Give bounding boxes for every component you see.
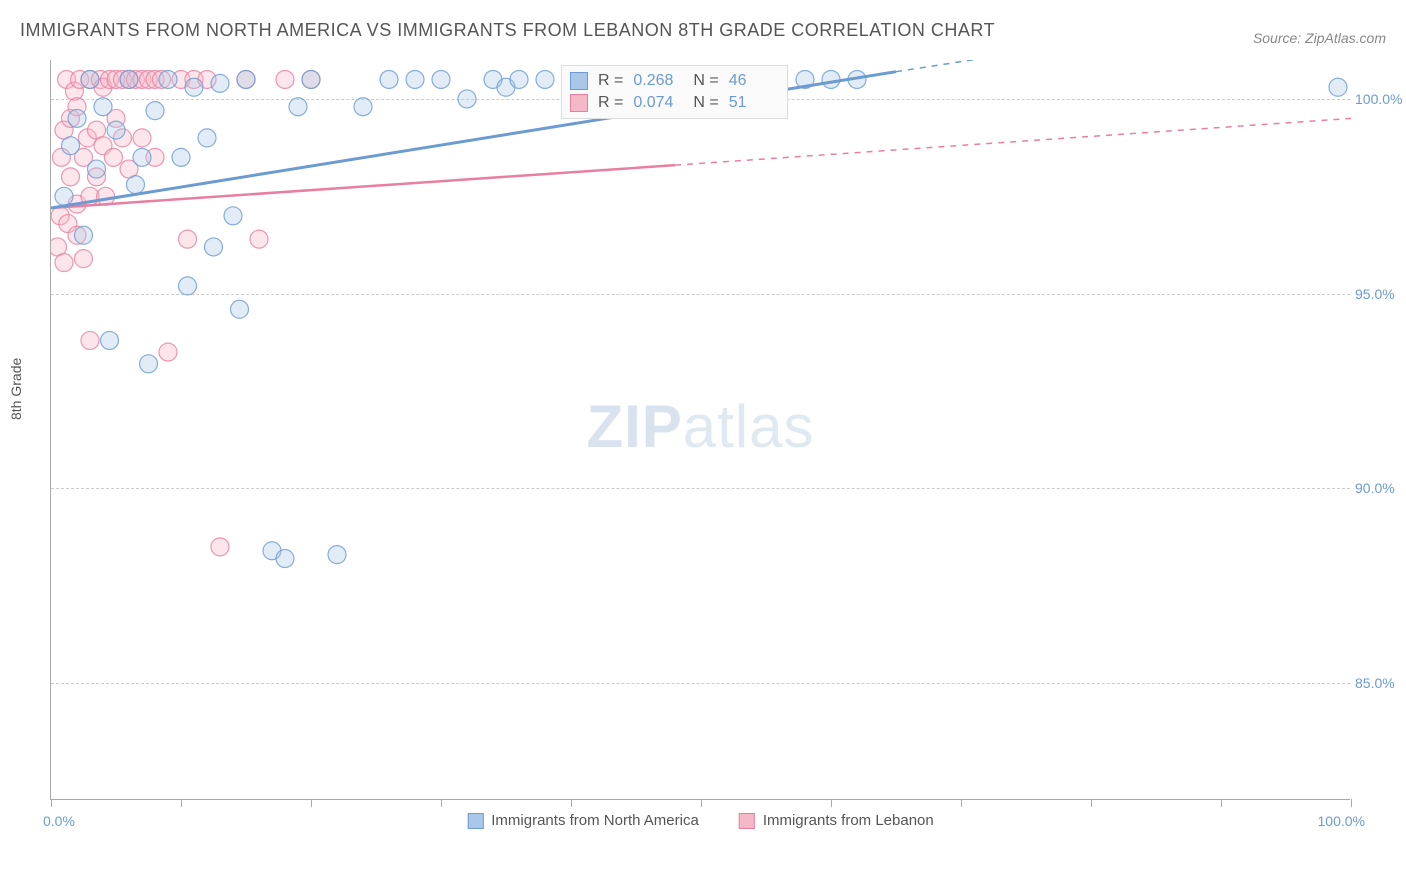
chart-title: IMMIGRANTS FROM NORTH AMERICA VS IMMIGRA… — [20, 20, 995, 41]
data-point — [172, 148, 190, 166]
data-point — [179, 230, 197, 248]
scatter-plot-svg — [51, 60, 1351, 800]
data-point — [133, 148, 151, 166]
x-axis-max-label: 100.0% — [1318, 813, 1365, 829]
n-value-2: 51 — [729, 94, 779, 112]
n-label-1: N = — [693, 72, 718, 90]
data-point — [224, 207, 242, 225]
trend-line-dashed — [896, 60, 1351, 72]
x-tick — [701, 799, 702, 807]
source-attribution: Source: ZipAtlas.com — [1253, 30, 1386, 46]
data-point — [185, 78, 203, 96]
x-axis-min-label: 0.0% — [43, 813, 75, 829]
legend: Immigrants from North America Immigrants… — [467, 812, 933, 829]
data-point — [107, 121, 125, 139]
data-point — [536, 70, 554, 88]
data-point — [276, 70, 294, 88]
data-point — [1329, 78, 1347, 96]
y-tick-label: 100.0% — [1355, 91, 1406, 107]
data-point — [120, 70, 138, 88]
y-tick-label: 95.0% — [1355, 286, 1406, 302]
data-point — [302, 70, 320, 88]
data-point — [211, 538, 229, 556]
data-point — [231, 300, 249, 318]
x-tick — [181, 799, 182, 807]
n-value-1: 46 — [729, 72, 779, 90]
legend-label-1: Immigrants from North America — [491, 812, 699, 829]
stat-swatch-2 — [570, 94, 588, 112]
data-point — [380, 70, 398, 88]
r-label-2: R = — [598, 94, 623, 112]
data-point — [354, 98, 372, 116]
data-point — [68, 109, 86, 127]
r-value-1: 0.268 — [633, 72, 683, 90]
data-point — [75, 250, 93, 268]
data-point — [88, 160, 106, 178]
data-point — [127, 176, 145, 194]
data-point — [146, 102, 164, 120]
data-point — [458, 90, 476, 108]
data-point — [140, 355, 158, 373]
data-point — [276, 550, 294, 568]
data-point — [75, 226, 93, 244]
legend-swatch-2 — [739, 813, 755, 829]
data-point — [289, 98, 307, 116]
data-point — [133, 129, 151, 147]
data-point — [211, 74, 229, 92]
data-point — [101, 331, 119, 349]
legend-label-2: Immigrants from Lebanon — [763, 812, 934, 829]
y-axis-label: 8th Grade — [8, 358, 24, 420]
r-value-2: 0.074 — [633, 94, 683, 112]
data-point — [237, 70, 255, 88]
data-point — [104, 148, 122, 166]
y-tick-label: 90.0% — [1355, 480, 1406, 496]
x-tick — [831, 799, 832, 807]
data-point — [62, 168, 80, 186]
stat-swatch-1 — [570, 72, 588, 90]
y-tick-label: 85.0% — [1355, 675, 1406, 691]
x-tick — [1221, 799, 1222, 807]
data-point — [62, 137, 80, 155]
stat-row-series1: R = 0.268 N = 46 — [570, 70, 779, 92]
data-point — [159, 343, 177, 361]
x-tick — [51, 799, 52, 807]
data-point — [159, 70, 177, 88]
stat-row-series2: R = 0.074 N = 51 — [570, 92, 779, 114]
legend-item-1: Immigrants from North America — [467, 812, 699, 829]
trend-line-dashed — [675, 118, 1351, 165]
x-tick — [571, 799, 572, 807]
data-point — [81, 331, 99, 349]
x-tick — [1091, 799, 1092, 807]
correlation-stats-box: R = 0.268 N = 46 R = 0.074 N = 51 — [561, 65, 788, 119]
x-tick — [961, 799, 962, 807]
data-point — [510, 70, 528, 88]
data-point — [822, 70, 840, 88]
x-tick — [311, 799, 312, 807]
data-point — [205, 238, 223, 256]
n-label-2: N = — [693, 94, 718, 112]
data-point — [432, 70, 450, 88]
data-point — [179, 277, 197, 295]
x-tick — [441, 799, 442, 807]
data-point — [94, 98, 112, 116]
data-point — [81, 70, 99, 88]
data-point — [250, 230, 268, 248]
r-label-1: R = — [598, 72, 623, 90]
data-point — [55, 187, 73, 205]
legend-swatch-1 — [467, 813, 483, 829]
legend-item-2: Immigrants from Lebanon — [739, 812, 934, 829]
data-point — [55, 254, 73, 272]
chart-plot-area: ZIPatlas R = 0.268 N = 46 R = 0.074 N = … — [50, 60, 1350, 800]
data-point — [328, 546, 346, 564]
x-tick — [1351, 799, 1352, 807]
data-point — [406, 70, 424, 88]
data-point — [198, 129, 216, 147]
